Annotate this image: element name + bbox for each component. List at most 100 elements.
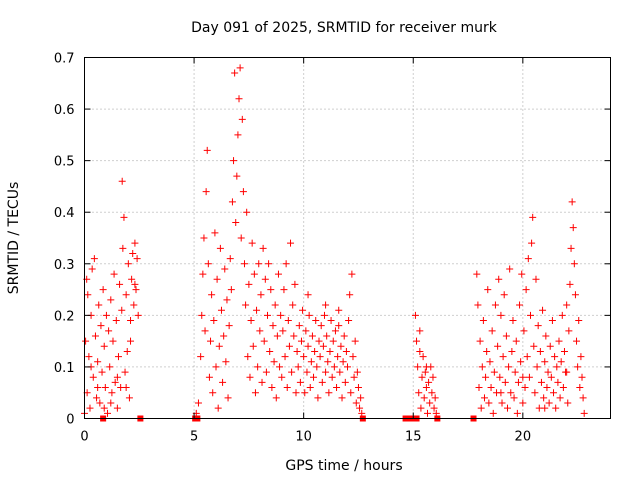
data-point: [294, 363, 302, 371]
data-point: [575, 317, 583, 325]
data-point: [473, 270, 481, 278]
data-point: [219, 378, 227, 386]
data-point: [207, 337, 215, 345]
data-point: [414, 363, 422, 371]
data-point: [131, 239, 139, 247]
data-point: [308, 332, 316, 340]
data-point: [536, 347, 544, 355]
data-point: [107, 399, 115, 407]
data-point: [548, 317, 556, 325]
data-point: [114, 353, 122, 361]
data-point: [106, 363, 114, 371]
data-point: [501, 378, 509, 386]
data-point: [118, 306, 126, 314]
data-point: [571, 291, 579, 299]
data-point: [336, 368, 344, 376]
data-point: [277, 311, 285, 319]
data-point: [302, 327, 310, 335]
data-point: [297, 337, 305, 345]
data-point: [415, 389, 423, 397]
data-point: [208, 291, 216, 299]
y-tick-label: 0.4: [54, 206, 75, 221]
data-point: [279, 327, 287, 335]
data-point: [541, 358, 549, 366]
data-point: [287, 239, 295, 247]
data-point: [559, 384, 567, 392]
data-point: [90, 255, 98, 263]
data-point: [274, 270, 282, 278]
data-point: [118, 177, 126, 185]
data-point: [278, 373, 286, 381]
x-axis-ticks: 0 5 10 15 20: [80, 57, 531, 445]
data-point: [131, 280, 139, 288]
data-point: [557, 358, 565, 366]
data-point: [293, 347, 301, 355]
data-point: [431, 394, 439, 402]
data-point: [88, 265, 96, 273]
data-point: [127, 317, 135, 325]
data-point: [484, 286, 492, 294]
data-point: [257, 291, 265, 299]
data-point: [102, 311, 110, 319]
data-point: [260, 337, 268, 345]
data-point: [245, 280, 253, 288]
data-point: [328, 373, 336, 381]
data-point: [543, 384, 551, 392]
data-point: [421, 368, 429, 376]
data-point: [292, 389, 300, 397]
data-point: [253, 306, 261, 314]
data-point: [93, 394, 101, 402]
data-point: [194, 399, 202, 407]
data-point: [486, 358, 494, 366]
y-tick-label: 0.7: [54, 52, 75, 67]
data-point: [303, 368, 311, 376]
data-point: [565, 327, 573, 335]
data-point: [100, 342, 108, 350]
y-axis-label: SRMTID / TECUs: [6, 182, 22, 295]
data-point: [124, 260, 132, 268]
data-point: [418, 373, 426, 381]
data-point: [226, 255, 234, 263]
data-point: [108, 389, 116, 397]
data-point: [510, 394, 518, 402]
data-point: [330, 363, 338, 371]
data-point: [288, 368, 296, 376]
data-point: [94, 384, 102, 392]
data-point: [331, 327, 339, 335]
data-point: [201, 327, 209, 335]
data-point: [425, 378, 433, 386]
data-point: [542, 332, 550, 340]
data-point: [107, 296, 115, 304]
data-point: [546, 342, 554, 350]
data-point: [478, 363, 486, 371]
data-point: [509, 317, 517, 325]
data-point: [477, 404, 485, 412]
data-point: [413, 337, 421, 345]
data-point: [122, 384, 130, 392]
data-point: [120, 213, 128, 221]
data-point: [215, 342, 223, 350]
data-point: [335, 306, 343, 314]
data-point: [304, 291, 312, 299]
data-point: [539, 306, 547, 314]
data-point: [419, 353, 427, 361]
data-point: [104, 409, 112, 417]
data-point: [224, 394, 232, 402]
y-tick-label: 0.3: [54, 258, 75, 273]
data-point: [247, 317, 255, 325]
data-point: [508, 347, 516, 355]
data-points: [81, 64, 588, 422]
data-point: [570, 260, 578, 268]
data-point: [89, 373, 97, 381]
data-point: [255, 260, 263, 268]
data-point: [528, 239, 536, 247]
data-point: [305, 311, 313, 319]
data-point: [132, 286, 140, 294]
data-point: [480, 394, 488, 402]
data-point: [283, 384, 291, 392]
data-point: [112, 317, 120, 325]
data-point: [507, 389, 515, 397]
data-point: [244, 353, 252, 361]
data-point: [422, 363, 430, 371]
